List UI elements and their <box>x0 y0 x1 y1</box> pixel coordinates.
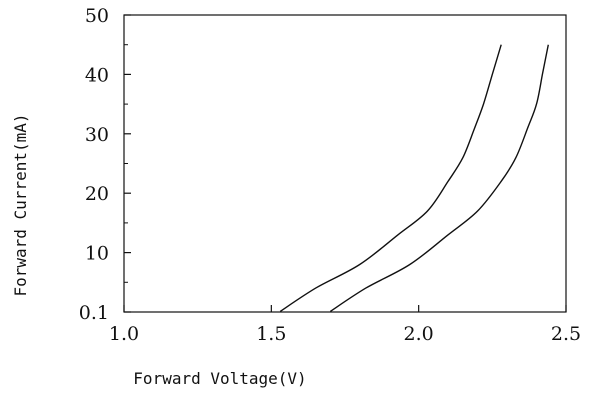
x-axis-ticks: 1.0 1.5 2.0 2.5 <box>109 305 581 345</box>
y-tick-label: 10 <box>85 243 109 265</box>
x-tick-label: 2.5 <box>551 323 581 345</box>
y-tick-label: 30 <box>85 124 109 146</box>
y-tick-label: 0.1 <box>79 302 109 324</box>
x-tick-label: 1.0 <box>109 323 139 345</box>
series-line-2 <box>329 44 549 312</box>
y-axis-title: Forward Current(mA) <box>11 113 30 296</box>
plot-frame <box>123 14 567 313</box>
series-line-1 <box>279 44 502 312</box>
x-axis-title: Forward Voltage(V) <box>133 369 306 388</box>
y-tick-label: 50 <box>85 5 109 27</box>
x-tick-label: 1.5 <box>256 323 286 345</box>
x-tick-label: 2.0 <box>404 323 434 345</box>
data-series <box>279 44 549 312</box>
y-tick-label: 20 <box>85 183 109 205</box>
y-axis-ticks: 0.1 10 20 30 40 50 <box>79 5 131 324</box>
y-tick-label: 40 <box>85 64 109 86</box>
